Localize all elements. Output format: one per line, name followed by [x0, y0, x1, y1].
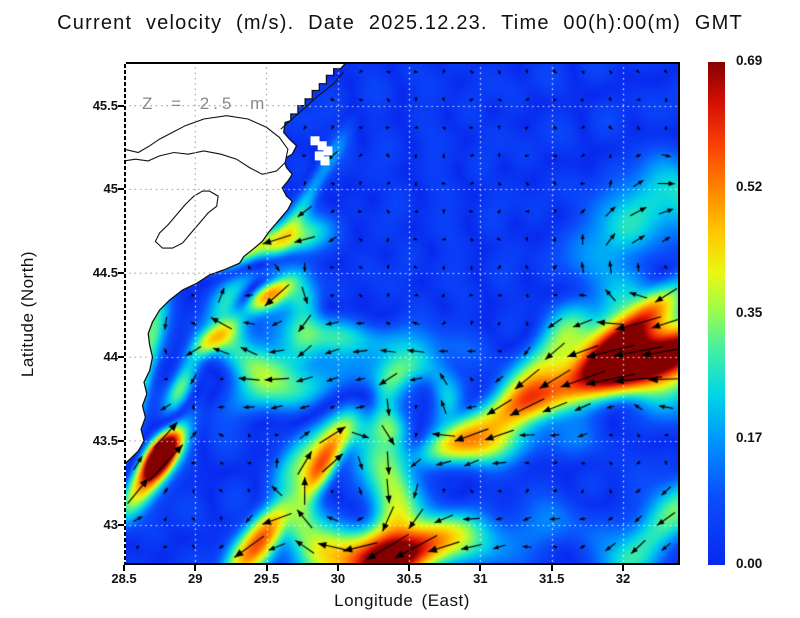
colorbar-tick-label: 0.35	[736, 304, 763, 320]
danube-delta-coastline	[280, 71, 344, 130]
x-tick-mark	[408, 565, 411, 571]
y-tick-label: 43.5	[92, 432, 118, 448]
y-tick-label: 45.5	[92, 97, 118, 113]
x-tick-mark	[123, 565, 125, 571]
coastline-overlay	[124, 62, 348, 466]
x-axis-label: Longitude (East)	[334, 591, 470, 610]
lagoon-outline-1	[124, 115, 289, 175]
x-tick-label: 32	[615, 571, 631, 586]
y-tick-label: 45	[103, 181, 118, 197]
chart-title: Current velocity (m/s). Date 2025.12.23.…	[57, 12, 743, 34]
left-spine-dash	[124, 62, 126, 565]
x-tick-label: 31	[473, 571, 488, 586]
colorbar-tick-label: 0.00	[736, 556, 763, 571]
y-tick-mark	[118, 523, 124, 526]
colorbar	[708, 62, 725, 565]
y-tick-mark	[118, 272, 124, 275]
x-tick-label: 30	[330, 571, 346, 586]
shoal-cell	[323, 146, 333, 156]
y-tick-label: 43	[103, 516, 118, 532]
y-tick-mark	[118, 356, 124, 359]
lagoon-outline-2	[154, 190, 219, 249]
x-tick-label: 28.5	[111, 571, 137, 586]
x-tick-label: 31.5	[539, 571, 565, 586]
shoal-cell	[310, 136, 320, 146]
y-tick-mark	[118, 188, 124, 191]
x-tick-mark	[194, 565, 197, 571]
shoal-cell	[314, 151, 324, 161]
colorbar-tick-label: 0.17	[736, 430, 763, 446]
x-tick-mark	[550, 565, 553, 571]
x-tick-mark	[621, 565, 624, 571]
land-mass	[124, 62, 348, 466]
y-tick-label: 44	[103, 349, 118, 365]
x-tick-mark	[479, 565, 482, 571]
y-tick-label: 44.5	[92, 265, 118, 281]
depth-annotation: Z = 2.5 m	[142, 94, 269, 113]
y-axis-label: Latitude (North)	[18, 250, 37, 378]
shoal-cell	[317, 141, 327, 151]
x-tick-mark	[265, 565, 268, 571]
map-plot-area: Z = 2.5 m	[124, 62, 680, 565]
x-tick-label: 29.5	[253, 571, 280, 586]
colorbar-tick-label: 0.69	[736, 53, 763, 68]
colorbar-tick-label: 0.52	[736, 178, 763, 194]
y-tick-mark	[118, 439, 124, 442]
x-tick-label: 29	[188, 571, 203, 586]
x-tick-mark	[336, 565, 339, 571]
shoal-cell	[320, 156, 330, 166]
y-tick-mark	[118, 104, 124, 107]
x-tick-label: 30.5	[396, 571, 422, 586]
